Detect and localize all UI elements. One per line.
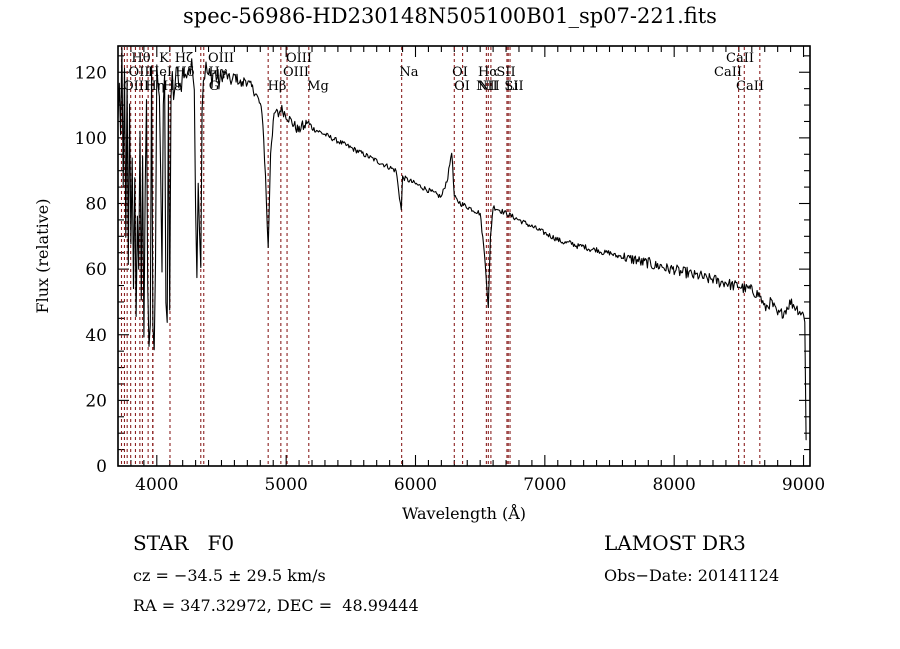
- y-tick-label: 0: [96, 457, 107, 477]
- spectral-line-label: SII: [496, 65, 515, 80]
- x-tick-label: 4000: [135, 475, 178, 495]
- spectral-line-label: HeI: [148, 65, 172, 80]
- spectral-line-label: Mg: [307, 79, 329, 94]
- spectral-line-label: OIII: [208, 51, 234, 66]
- y-tick-labels: 0 20 40 60 80 100 120: [75, 63, 107, 477]
- metadata-right-column: LAMOST DR3 Obs−Date: 20141124: [604, 530, 894, 588]
- plot-frame-overlay: [117, 45, 811, 467]
- y-tick-label: 40: [85, 326, 107, 346]
- spectral-line-label: G: [209, 79, 219, 94]
- spectral-line-label: Hγ: [208, 65, 227, 80]
- y-tick-label: 20: [85, 391, 107, 411]
- spectral-line-label: Hα: [478, 65, 498, 80]
- spectral-line-label: NII: [478, 79, 500, 94]
- spectral-line-label: Hη: [145, 79, 164, 94]
- observation-date-line: Obs−Date: 20141124: [604, 566, 780, 585]
- x-tick-labels: 4000 5000 6000 7000 8000 9000: [135, 475, 825, 495]
- axis-ticks: [118, 46, 810, 467]
- metadata-block: STAR F0 cz = −34.5 ± 29.5 km/s RA = 347.…: [0, 530, 900, 640]
- y-tick-label: 120: [75, 63, 107, 83]
- x-tick-label: 7000: [523, 475, 566, 495]
- spectral-line-label: CaII: [736, 79, 764, 94]
- x-tick-label: 9000: [782, 475, 825, 495]
- spectral-line-label: CaII: [726, 51, 754, 66]
- page-title: spec-56986-HD230148N505100B01_sp07-221.f…: [183, 4, 717, 28]
- x-tick-label: 8000: [653, 475, 696, 495]
- spectral-line-label: NII: [476, 79, 498, 94]
- spectral-line-label: OIII: [283, 65, 309, 80]
- spectral-line-markers: [120, 47, 761, 465]
- redshift-velocity-line: cz = −34.5 ± 29.5 km/s: [133, 566, 326, 585]
- spectral-line-label: Hβ: [268, 79, 287, 94]
- spectral-line-label: OI: [452, 65, 468, 80]
- spectral-line-label: Hζ: [175, 51, 193, 66]
- spectral-line-label: K: [159, 51, 169, 66]
- spectral-line-label: OIII: [123, 79, 149, 94]
- x-tick-label: 5000: [265, 475, 308, 495]
- x-tick-label: 6000: [394, 475, 437, 495]
- spectral-line-label: SII: [504, 79, 523, 94]
- coordinates-line: RA = 347.32972, DEC = 48.99444: [133, 596, 419, 615]
- spectral-line-label: Hδ: [175, 65, 194, 80]
- metadata-left-column: STAR F0 cz = −34.5 ± 29.5 km/s RA = 347.…: [133, 530, 563, 618]
- spectral-line-label: Hθ: [131, 51, 150, 66]
- spectral-line-label: Li: [506, 79, 519, 94]
- spectral-line-label: Na: [399, 65, 418, 80]
- spectral-line-label: Hε: [163, 79, 181, 94]
- y-tick-label: 80: [85, 195, 107, 215]
- plot-frame: [117, 45, 811, 467]
- y-tick-label: 100: [75, 129, 107, 149]
- y-tick-label: 60: [85, 260, 107, 280]
- spectral-line-label: OI: [454, 79, 470, 94]
- spectral-line-label: OIII: [286, 51, 312, 66]
- x-axis-title: Wavelength (Å): [402, 503, 526, 523]
- spectral-line-label: CaII: [714, 65, 742, 80]
- survey-release-line: LAMOST DR3: [604, 531, 746, 555]
- star-class-line: STAR F0: [133, 531, 235, 555]
- y-axis-title: Flux (relative): [33, 199, 52, 314]
- spectrum-curve: [117, 47, 807, 441]
- spectral-line-label: OII: [129, 65, 150, 80]
